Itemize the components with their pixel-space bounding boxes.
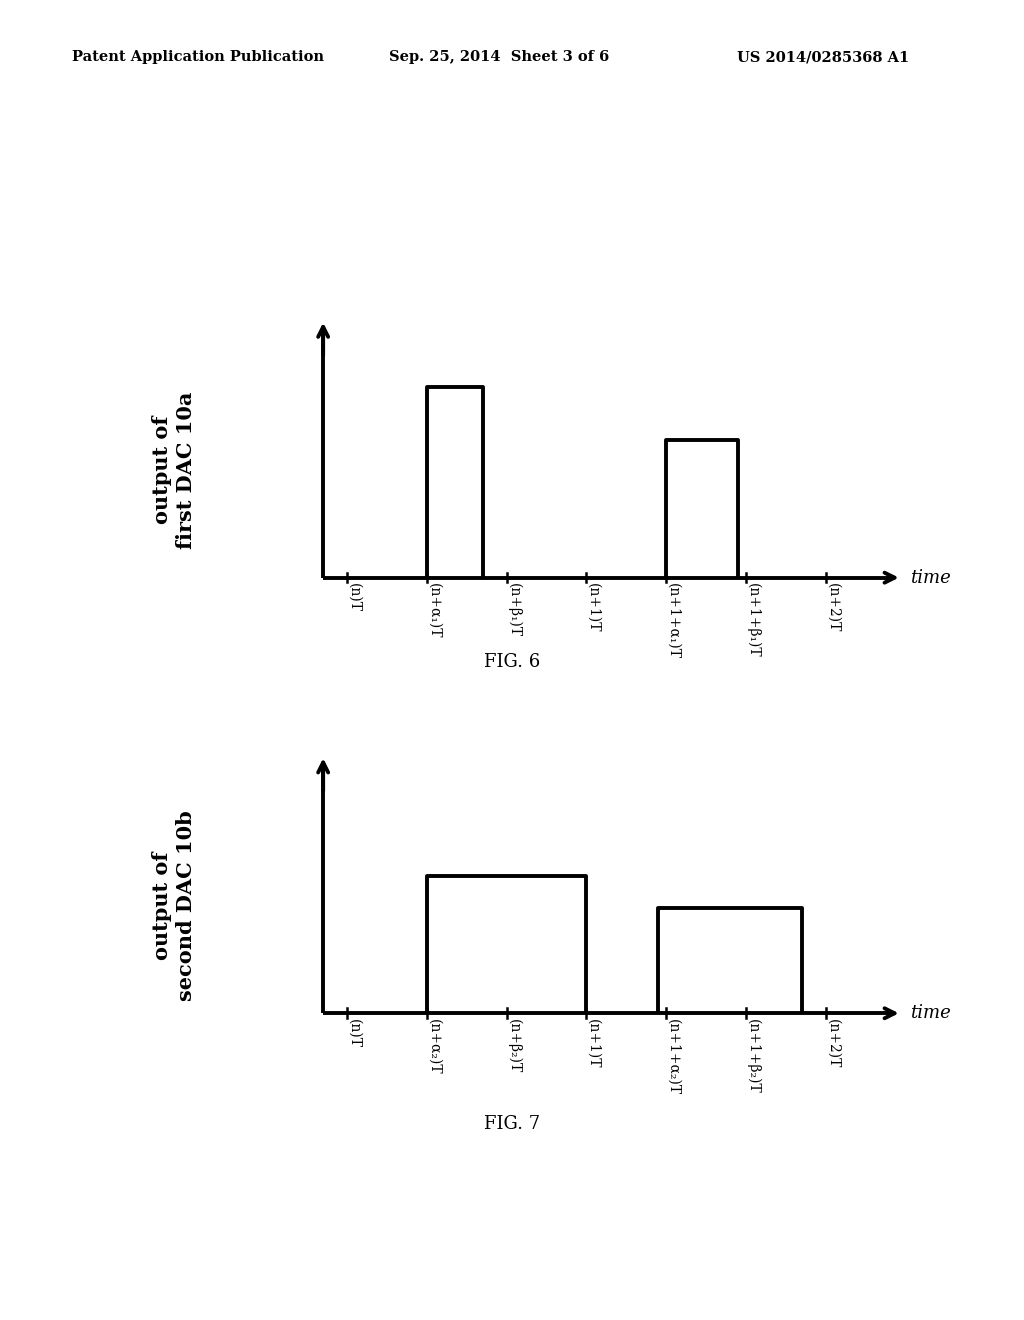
Text: (n+1+α₁)T: (n+1+α₁)T	[667, 583, 680, 660]
Text: (n+1+β₁)T: (n+1+β₁)T	[746, 583, 761, 659]
Text: (n)T: (n)T	[347, 1019, 361, 1048]
Text: time: time	[909, 569, 950, 586]
Text: Patent Application Publication: Patent Application Publication	[72, 50, 324, 65]
Text: (n+β₂)T: (n+β₂)T	[507, 1019, 521, 1073]
Text: US 2014/0285368 A1: US 2014/0285368 A1	[737, 50, 909, 65]
Text: time: time	[909, 1005, 950, 1022]
Text: (n+1+α₂)T: (n+1+α₂)T	[667, 1019, 680, 1096]
Text: (n+β₁)T: (n+β₁)T	[507, 583, 521, 638]
Text: Sep. 25, 2014  Sheet 3 of 6: Sep. 25, 2014 Sheet 3 of 6	[389, 50, 609, 65]
Text: output of
first DAC 10a: output of first DAC 10a	[153, 391, 196, 549]
Text: (n+α₁)T: (n+α₁)T	[427, 583, 441, 639]
Text: FIG. 7: FIG. 7	[484, 1115, 540, 1134]
Text: (n)T: (n)T	[347, 583, 361, 612]
Text: (n+2)T: (n+2)T	[825, 1019, 840, 1068]
Text: output of
second DAC 10b: output of second DAC 10b	[153, 810, 196, 1001]
Text: (n+1)T: (n+1)T	[587, 583, 600, 632]
Text: (n+1)T: (n+1)T	[587, 1019, 600, 1068]
Text: (n+2)T: (n+2)T	[825, 583, 840, 632]
Text: (n+1+β₂)T: (n+1+β₂)T	[746, 1019, 761, 1094]
Text: FIG. 6: FIG. 6	[484, 653, 540, 672]
Text: (n+α₂)T: (n+α₂)T	[427, 1019, 441, 1074]
